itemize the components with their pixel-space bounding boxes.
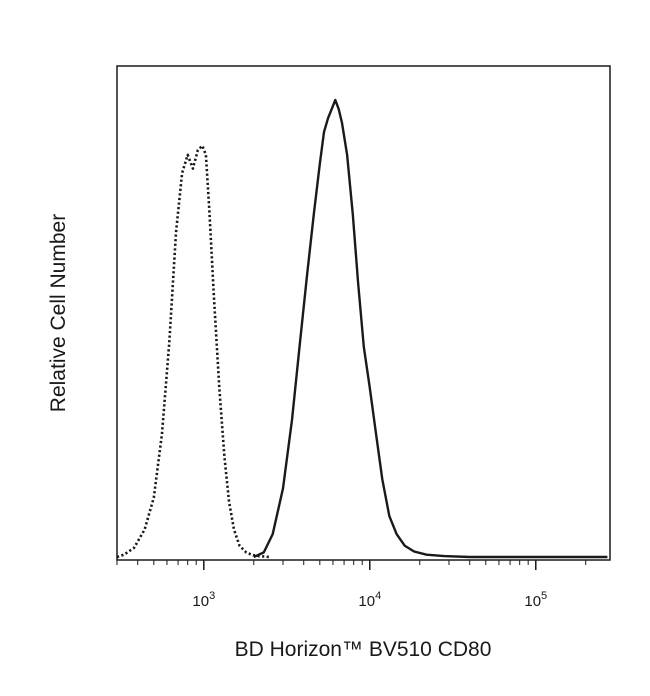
x-minor-ticks xyxy=(116,560,587,565)
x-major-ticks: 103 104 105 xyxy=(192,560,547,610)
x-axis-label: BD Horizon™ BV510 CD80 xyxy=(235,638,492,661)
plot-frame xyxy=(116,65,611,561)
stained-sample-curve xyxy=(253,98,608,559)
x-tick-label: 104 xyxy=(358,590,381,610)
x-tick-label: 105 xyxy=(524,590,547,610)
series-layer xyxy=(116,98,608,559)
y-axis-label: Relative Cell Number xyxy=(47,214,70,412)
x-tick-label: 103 xyxy=(192,590,215,610)
isotype-control-curve xyxy=(116,144,270,559)
